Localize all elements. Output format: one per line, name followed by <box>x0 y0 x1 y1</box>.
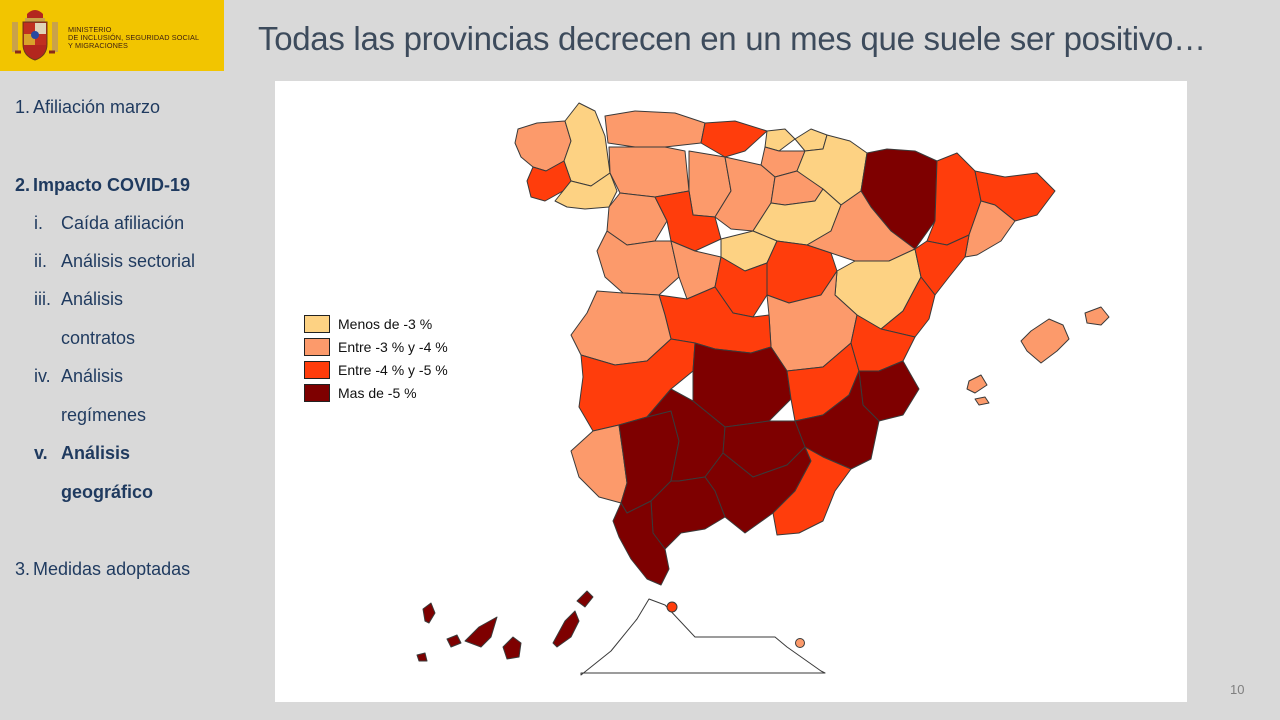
nav-sub-label: Caída afiliación <box>61 213 185 233</box>
legend-swatch <box>304 384 330 402</box>
legend-swatch <box>304 338 330 356</box>
legend-label: Entre -4 % y -5 % <box>338 362 448 378</box>
ceuta <box>666 601 678 613</box>
ministry-line-1: MINISTERIO <box>68 25 112 34</box>
slide-title: Todas las provincias decrecen en un mes … <box>258 20 1206 57</box>
nav-sub-label-line2: regímenes <box>61 405 147 425</box>
island-ibiza <box>966 374 988 394</box>
province-asturias <box>604 110 706 148</box>
nav-sub-number: iv. <box>34 366 51 386</box>
nav-sub-label-line2: contratos <box>61 328 136 348</box>
legend-swatch <box>304 315 330 333</box>
nav-sub-number: v. <box>34 443 48 463</box>
nav-number: 3. <box>15 559 31 579</box>
island-gran-canaria <box>502 636 522 660</box>
coat-of-arms-icon <box>12 10 58 61</box>
ministry-line-3: Y MIGRACIONES <box>68 41 128 51</box>
province-cadiz <box>612 500 670 586</box>
nav-sub-analisis-sectorial[interactable]: ii. Análisis sectorial <box>0 251 224 275</box>
nav-sub-number: iii. <box>34 289 51 309</box>
nav-sub-number: i. <box>34 213 43 233</box>
sidebar: MINISTERIO DE INCLUSIÓN, SEGURIDAD SOCIA… <box>0 0 224 720</box>
nav-number: 2. <box>15 175 31 195</box>
province-guipuzcoa <box>794 128 828 152</box>
island-tenerife <box>464 616 498 648</box>
nav-item-afiliacion[interactable]: 1. Afiliación marzo <box>15 97 160 118</box>
nav-item-impacto-covid[interactable]: 2. Impacto COVID-19 <box>15 175 190 196</box>
province-ourense <box>554 172 618 210</box>
legend-label: Menos de -3 % <box>338 316 433 332</box>
province-cantabria <box>700 120 768 158</box>
nav-number: 1. <box>15 97 31 117</box>
page-number: 10 <box>1230 682 1245 697</box>
province-huelva <box>570 424 628 504</box>
province-mallorca <box>1020 318 1070 364</box>
map-panel: Menos de -3 % Entre -3 % y -4 % Entre -4… <box>275 81 1187 702</box>
island-la-palma <box>422 602 436 624</box>
melilla <box>795 638 805 648</box>
island-formentera <box>974 396 990 406</box>
island-fuerteventura <box>552 610 580 648</box>
ministry-name: MINISTERIO DE INCLUSIÓN, SEGURIDAD SOCIA… <box>68 25 200 51</box>
spain-provinces-map <box>416 102 1110 676</box>
province-salamanca <box>596 230 680 296</box>
ministry-line-2: DE INCLUSIÓN, SEGURIDAD SOCIAL <box>68 33 200 43</box>
nav-sub-analisis-regimenes[interactable]: iv. Análisis regímenes <box>0 366 224 428</box>
nav-sub-label: Análisis <box>61 289 124 309</box>
nav-sub-analisis-contratos[interactable]: iii. Análisis contratos <box>0 289 224 351</box>
province-almeria <box>772 446 852 536</box>
island-la-gomera <box>446 634 462 648</box>
nav-sub-label: Análisis <box>61 443 131 463</box>
nav-sub-label: Análisis <box>61 366 124 386</box>
legend-label: Mas de -5 % <box>338 385 417 401</box>
province-lugo <box>563 102 611 187</box>
legend-swatch <box>304 361 330 379</box>
nav-sub-analisis-geografico[interactable]: v. Análisis geográfico <box>0 443 224 505</box>
nav-item-medidas[interactable]: 3. Medidas adoptadas <box>15 559 190 580</box>
nav-sub-label: Análisis sectorial <box>61 251 196 271</box>
island-el-hierro <box>416 652 428 662</box>
legend-label: Entre -3 % y -4 % <box>338 339 448 355</box>
island-menorca <box>1084 306 1110 326</box>
nav-label: Impacto COVID-19 <box>33 175 191 195</box>
nav-sub-label-line2: geográfico <box>61 482 154 502</box>
north-africa-inset <box>580 598 826 676</box>
province-tarragona <box>914 234 970 296</box>
nav-sub-caida-afiliacion[interactable]: i. Caída afiliación <box>0 213 224 237</box>
nav-sub-number: ii. <box>34 251 47 271</box>
province-vizcaya <box>764 128 796 152</box>
nav-label: Medidas adoptadas <box>33 559 191 579</box>
island-lanzarote <box>576 590 594 608</box>
province-leon <box>608 146 690 198</box>
nav-label: Afiliación marzo <box>33 97 161 117</box>
ministry-logo: MINISTERIO DE INCLUSIÓN, SEGURIDAD SOCIA… <box>0 0 224 71</box>
